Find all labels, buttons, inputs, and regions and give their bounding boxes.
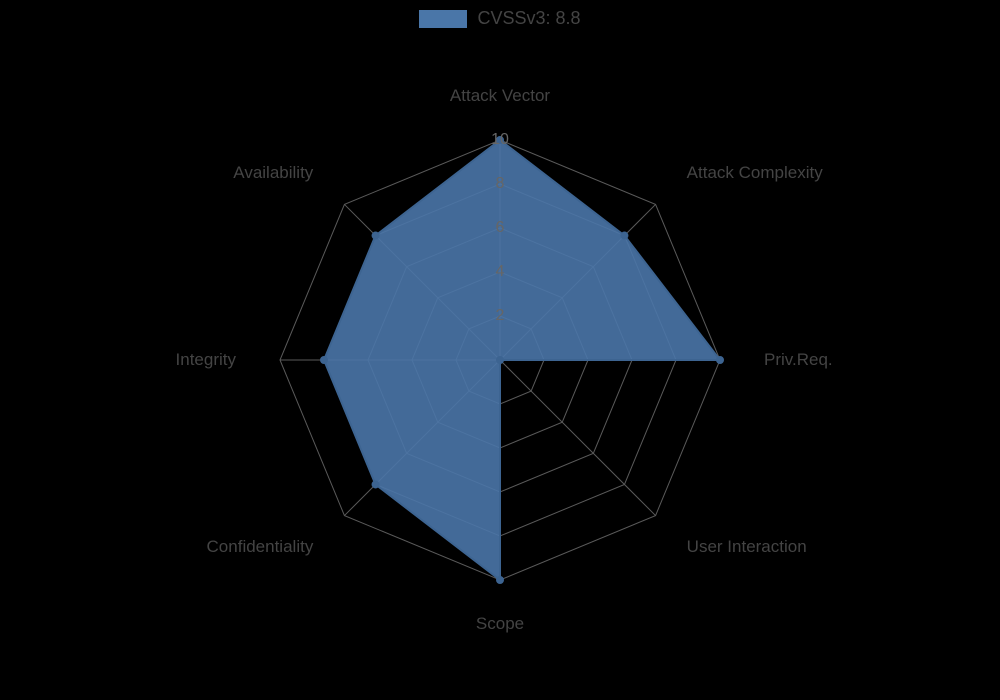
tick-label: 4 xyxy=(496,263,505,281)
tick-label: 2 xyxy=(496,307,505,325)
legend-label: CVSSv3: 8.8 xyxy=(477,8,580,29)
axis-label: User Interaction xyxy=(687,537,807,557)
tick-label: 8 xyxy=(496,175,505,193)
axis-label: Scope xyxy=(476,614,524,634)
tick-label: 10 xyxy=(491,131,509,149)
radar-chart: CVSSv3: 8.8 Attack Vector Attack Complexi… xyxy=(0,0,1000,700)
tick-label: 6 xyxy=(496,219,505,237)
axis-label: Availability xyxy=(233,163,313,183)
legend-swatch xyxy=(419,10,467,28)
axis-label: Attack Complexity xyxy=(687,163,823,183)
legend: CVSSv3: 8.8 xyxy=(0,8,1000,33)
axis-label: Attack Vector xyxy=(450,86,550,106)
axis-label: Integrity xyxy=(176,350,236,370)
axis-label: Confidentiality xyxy=(207,537,314,557)
axis-label: Priv.Req. xyxy=(764,350,833,370)
